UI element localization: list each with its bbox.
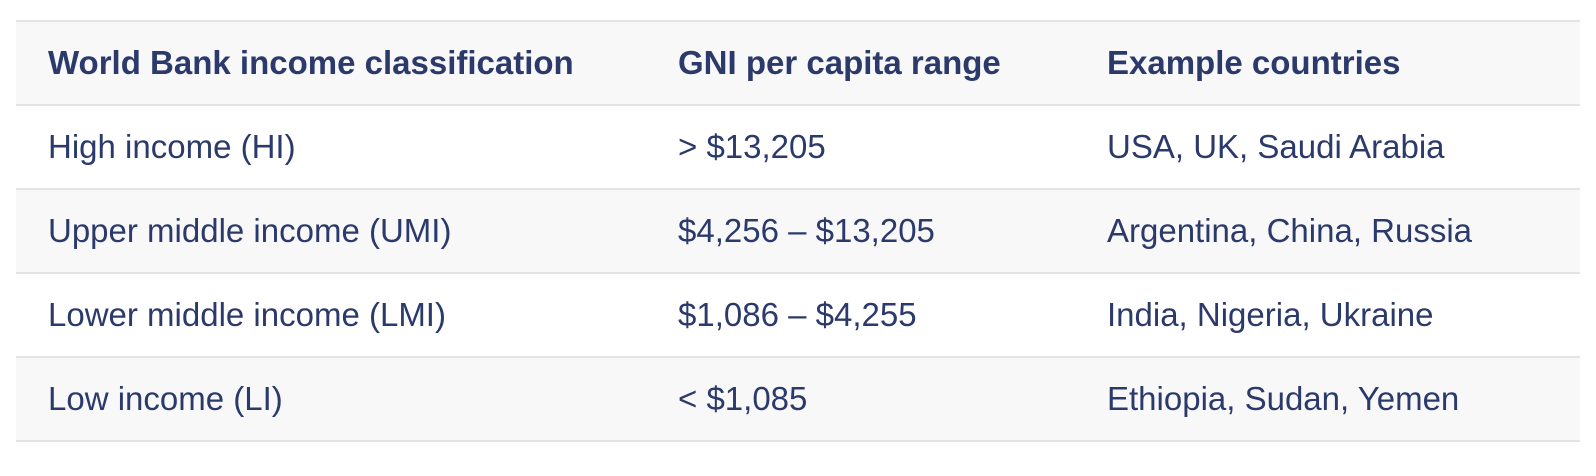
header-classification: World Bank income classification <box>48 44 574 81</box>
cell-gni-range: < $1,085 <box>678 380 808 417</box>
income-classification-table: World Bank income classification GNI per… <box>16 20 1580 442</box>
cell-example-countries: Ethiopia, Sudan, Yemen <box>1107 380 1460 417</box>
table-body: High income (HI) > $13,205 USA, UK, Saud… <box>16 105 1580 441</box>
table-header: World Bank income classification GNI per… <box>16 21 1580 105</box>
cell-gni-range: $4,256 – $13,205 <box>678 212 935 249</box>
table-container: World Bank income classification GNI per… <box>16 20 1580 442</box>
cell-classification: Upper middle income (UMI) <box>48 212 452 249</box>
table-row: Lower middle income (LMI) $1,086 – $4,25… <box>16 273 1580 357</box>
cell-example-countries: India, Nigeria, Ukraine <box>1107 296 1434 333</box>
header-gni-range: GNI per capita range <box>678 44 1001 81</box>
cell-gni-range: > $13,205 <box>678 128 826 165</box>
cell-classification: Lower middle income (LMI) <box>48 296 446 333</box>
table-row: Low income (LI) < $1,085 Ethiopia, Sudan… <box>16 357 1580 441</box>
table-row: Upper middle income (UMI) $4,256 – $13,2… <box>16 189 1580 273</box>
cell-example-countries: USA, UK, Saudi Arabia <box>1107 128 1445 165</box>
table-row: High income (HI) > $13,205 USA, UK, Saud… <box>16 105 1580 189</box>
cell-classification: High income (HI) <box>48 128 296 165</box>
cell-classification: Low income (LI) <box>48 380 283 417</box>
header-example-countries: Example countries <box>1107 44 1401 81</box>
cell-example-countries: Argentina, China, Russia <box>1107 212 1473 249</box>
cell-gni-range: $1,086 – $4,255 <box>678 296 917 333</box>
header-row: World Bank income classification GNI per… <box>16 21 1580 105</box>
